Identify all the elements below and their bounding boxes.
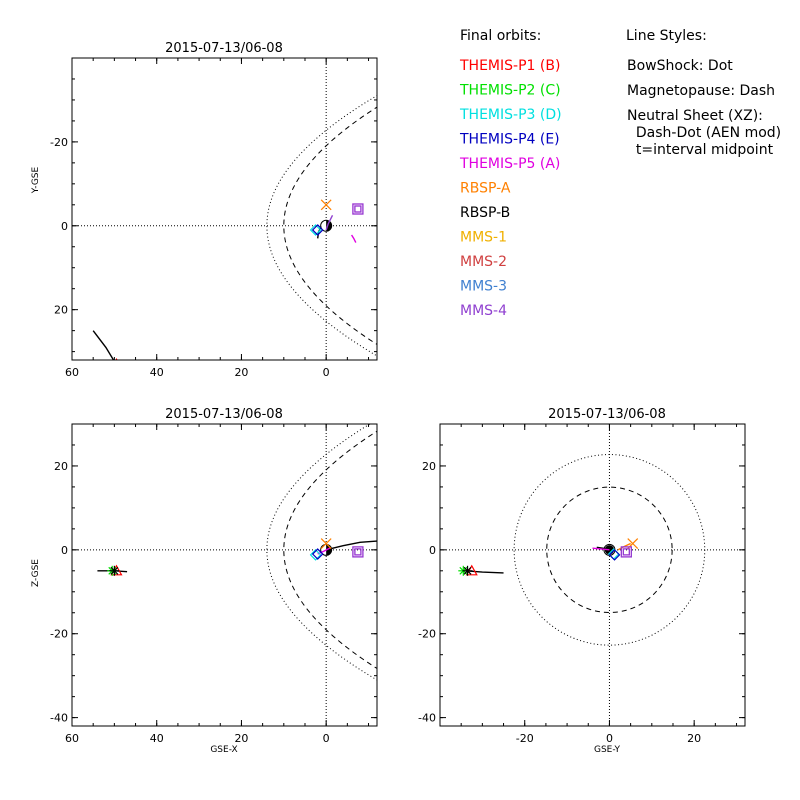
orbit-track bbox=[350, 234, 357, 243]
legend-orbit-item: THEMIS-P5 (A) bbox=[459, 156, 560, 172]
orbit-track bbox=[317, 547, 331, 555]
y-tick-label: 20 bbox=[422, 460, 436, 473]
y-tick-label: 0 bbox=[61, 220, 68, 233]
marker-mms-4 bbox=[352, 546, 364, 558]
y-tick-label: 20 bbox=[54, 460, 68, 473]
bow-shock-circle bbox=[513, 454, 706, 646]
orbit-track bbox=[325, 214, 334, 231]
marker-themis-p4 bbox=[311, 548, 324, 560]
y-tick-label: -40 bbox=[50, 712, 68, 725]
legend-style-item: BowShock: Dot bbox=[627, 58, 733, 74]
y-tick-label: -40 bbox=[418, 712, 436, 725]
plot-area bbox=[440, 424, 745, 726]
legend-style-item: Magnetopause: Dash bbox=[627, 83, 775, 99]
legend-style-item: t=interval midpoint bbox=[627, 142, 774, 158]
magnetopause-circle bbox=[546, 486, 673, 614]
x-tick-label: 60 bbox=[65, 732, 79, 745]
legend-orbit-item: MMS-2 bbox=[460, 254, 507, 270]
legend-orbit-item: RBSP-A bbox=[460, 181, 511, 197]
y-tick-label: 20 bbox=[54, 304, 68, 317]
plot-frame bbox=[71, 423, 378, 727]
y-tick-label: -20 bbox=[50, 628, 68, 641]
x-tick-label: 40 bbox=[150, 732, 164, 745]
y-tick-label: 0 bbox=[429, 544, 436, 557]
legend-style-item: Neutral Sheet (XZ): bbox=[627, 108, 763, 124]
orbit-track bbox=[592, 547, 610, 551]
legend-orbit-item: THEMIS-P1 (B) bbox=[459, 58, 560, 74]
panel-title: 2015-07-13/06-08 bbox=[165, 407, 283, 422]
earth-night-side bbox=[326, 220, 332, 232]
marker-rbsp-b-far bbox=[109, 565, 120, 576]
marker-rbsp-a bbox=[320, 538, 332, 549]
marker-rbsp-b-far bbox=[462, 565, 473, 576]
marker-rbsp-b-far bbox=[110, 361, 120, 371]
marker-themis-p4 bbox=[608, 549, 621, 561]
legend-orbit-item: THEMIS-P2 (C) bbox=[459, 83, 561, 99]
x-tick-label: 20 bbox=[234, 366, 248, 379]
x-axis-label: GSE-Y bbox=[594, 745, 621, 755]
x-tick-label: 0 bbox=[323, 732, 330, 745]
magnetopause-curve bbox=[283, 430, 377, 670]
legend-orbit-item: MMS-3 bbox=[460, 279, 507, 295]
orbit-track bbox=[326, 540, 377, 551]
panel-xy: 2015-07-13/06-08 Y-GSE 60 40 20 0 -20 0 20 bbox=[31, 41, 378, 379]
y-axis-label: Y-GSE bbox=[31, 167, 41, 195]
legend-orbit-item: MMS-1 bbox=[460, 230, 507, 246]
panel-yz: 2015-07-13/06-08 GSE-Y -20 0 20 -40 -20 0 20 bbox=[418, 407, 746, 755]
legend-orbits-title: Final orbits: bbox=[460, 28, 541, 44]
x-tick-label: 0 bbox=[606, 732, 613, 745]
marker-themis-p1 bbox=[115, 357, 118, 360]
legend-styles-title: Line Styles: bbox=[626, 28, 707, 44]
legend-style-item: Dash-Dot (AEN mod) bbox=[627, 125, 781, 141]
plot-area bbox=[72, 424, 377, 726]
marker-themis-p4 bbox=[311, 224, 324, 236]
y-axis-label: Z-GSE bbox=[31, 559, 41, 587]
x-axis-label: GSE-X bbox=[210, 745, 237, 755]
legend-orbit-item: MMS-4 bbox=[460, 303, 507, 319]
orbit-track bbox=[92, 330, 115, 360]
marker-themis-p2 bbox=[107, 368, 117, 378]
x-tick-label: 0 bbox=[323, 366, 330, 379]
panel-title: 2015-07-13/06-08 bbox=[548, 407, 666, 422]
plot-frame bbox=[439, 423, 746, 727]
marker-mms-4 bbox=[352, 203, 364, 215]
marker-rbsp-a bbox=[320, 199, 332, 211]
panel-xz: 2015-07-13/06-08 Z-GSE GSE-X 60 40 20 0 -40 -… bbox=[31, 407, 378, 755]
plot-frame bbox=[71, 57, 378, 361]
legend-orbit-item: THEMIS-P3 (D) bbox=[459, 107, 562, 123]
marker-themis-p3 bbox=[309, 224, 322, 236]
marker-mms-4 bbox=[620, 546, 632, 558]
legend-orbit-item: THEMIS-P4 (E) bbox=[459, 132, 560, 148]
legend-orbit-item: RBSP-B bbox=[460, 205, 510, 221]
legend: Final orbits: THEMIS-P1 (B) THEMIS-P2 (C)… bbox=[459, 28, 781, 319]
x-tick-label: 40 bbox=[150, 366, 164, 379]
panel-title: 2015-07-13/06-08 bbox=[165, 41, 283, 56]
y-tick-label: -20 bbox=[418, 628, 436, 641]
x-tick-label: 60 bbox=[65, 366, 79, 379]
plot-area bbox=[72, 58, 377, 378]
x-tick-label: 20 bbox=[234, 732, 248, 745]
y-tick-label: -20 bbox=[50, 136, 68, 149]
x-tick-label: 20 bbox=[687, 732, 701, 745]
marker-themis-p3 bbox=[309, 549, 322, 561]
y-tick-label: 0 bbox=[61, 544, 68, 557]
x-tick-label: -20 bbox=[516, 732, 534, 745]
